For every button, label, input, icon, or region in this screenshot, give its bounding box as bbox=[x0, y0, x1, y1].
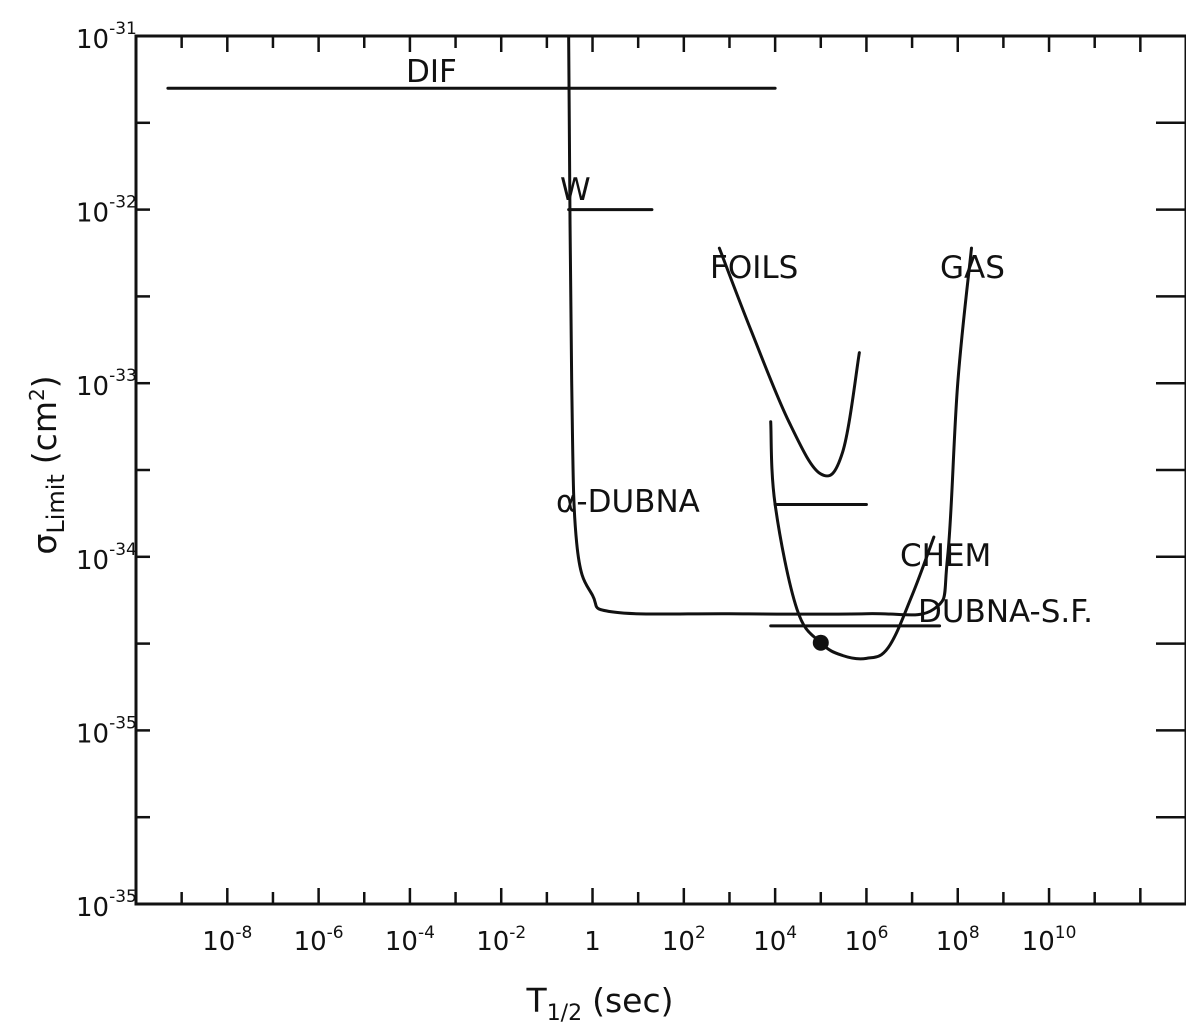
x-axis-label-main: T bbox=[526, 981, 548, 1020]
y-axis-label-unit-pre: (cm bbox=[25, 401, 64, 464]
curve-label-w: W bbox=[560, 172, 591, 208]
x-axis-label-sub: 1/2 bbox=[547, 1001, 582, 1026]
y-axis-label-sup: 2 bbox=[25, 388, 49, 401]
x-tick-label: 106 bbox=[844, 923, 888, 957]
y-tick-label: 10-31 bbox=[76, 19, 137, 55]
x-axis-label: T1/2 (sec) bbox=[526, 981, 674, 1026]
y-tick-label: 10-34 bbox=[76, 540, 137, 576]
y-axis-label-unit-post: ) bbox=[25, 375, 64, 388]
y-axis-label-sub: Limit bbox=[42, 474, 70, 534]
curve-labels: DIF W FOILS GAS α-DUBNA CHEM DUBNA-S.F. bbox=[406, 54, 1093, 630]
x-axis-label-unit: (sec) bbox=[592, 981, 673, 1020]
x-tick-labels: 10-8 10-6 10-4 10-2 1 102 104 106 108 1010 bbox=[202, 923, 1076, 957]
x-tick-label: 102 bbox=[662, 923, 706, 957]
curves bbox=[166, 34, 973, 661]
y-axis-label: σLimit (cm2) bbox=[25, 375, 70, 554]
data-point-marker bbox=[812, 634, 829, 651]
curve-gas bbox=[567, 34, 973, 617]
curve-foils bbox=[717, 246, 861, 478]
x-tick-label: 10-4 bbox=[385, 923, 435, 957]
curve-chem bbox=[769, 420, 936, 661]
markers bbox=[812, 634, 829, 651]
axis-ticks bbox=[134, 34, 1186, 906]
curve-label-dif: DIF bbox=[406, 54, 457, 90]
y-axis-label-sym: σ bbox=[25, 534, 64, 555]
x-tick-label: 1 bbox=[584, 927, 601, 957]
y-tick-label: 10-32 bbox=[76, 193, 137, 229]
y-tick-labels: 10-31 10-32 10-33 10-34 10-35 10-35 bbox=[76, 19, 137, 923]
x-tick-label: 104 bbox=[753, 923, 797, 957]
y-tick-label: 10-35 bbox=[76, 713, 137, 749]
y-tick-label: 10-35 bbox=[76, 887, 137, 923]
x-tick-label: 10-8 bbox=[202, 923, 252, 957]
curve-label-foils: FOILS bbox=[710, 250, 798, 286]
plot-frame bbox=[134, 34, 1186, 906]
x-tick-label: 10-6 bbox=[294, 923, 344, 957]
curve-label-gas: GAS bbox=[940, 250, 1005, 286]
x-tick-label: 1010 bbox=[1022, 923, 1077, 957]
x-tick-label: 108 bbox=[936, 923, 980, 957]
curve-label-dubna: α-DUBNA bbox=[556, 484, 700, 520]
y-tick-label: 10-33 bbox=[76, 366, 137, 402]
curve-label-dubna-s-f: DUBNA-S.F. bbox=[918, 594, 1093, 630]
x-tick-label: 10-2 bbox=[476, 923, 526, 957]
curve-label-chem: CHEM bbox=[900, 538, 991, 574]
